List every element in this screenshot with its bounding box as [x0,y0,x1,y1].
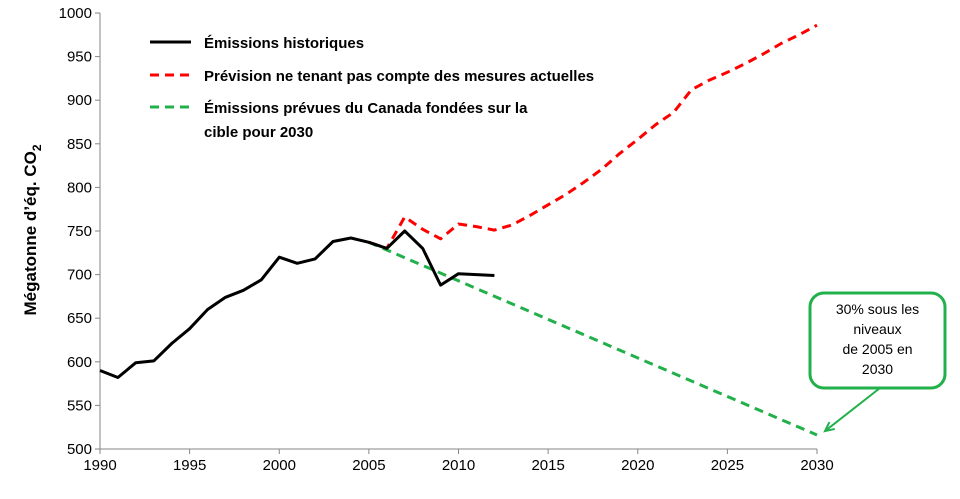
y-tick-label: 500 [67,441,92,458]
tick-labels: 500 550 600 650 700 750 800 850 900 950 1000 1990 19… [59,5,834,474]
legend-label: Émissions historiques [204,35,364,52]
legend-label: Prévision ne tenant pas compte des mesur… [204,68,594,85]
y-tick-label: 900 [67,92,92,109]
callout-arrow [824,387,881,432]
callout-text: 2030 [862,361,893,377]
callout-text: niveaux [853,321,901,337]
y-tick-label: 650 [67,310,92,327]
x-tick-label: 1990 [83,457,116,474]
forecast-without-measures-line [368,23,818,250]
y-tick-label: 1000 [59,5,92,22]
y-tick-label: 700 [67,267,92,284]
series-lines [99,23,818,437]
y-tick-label: 850 [67,136,92,153]
legend-label: Émissions prévues du Canada fondées sur … [204,100,528,117]
callout-box [808,291,947,390]
callout: 30% sous les niveaux de 2005 en 2030 [808,291,947,433]
axes [95,12,818,454]
callout-text: de 2005 en [842,341,912,357]
y-axis-label: Mégatonne d’éq. CO2 [21,144,44,315]
callout-arrowhead [823,421,835,433]
x-tick-label: 2000 [263,457,296,474]
x-tick-label: 2025 [711,457,744,474]
x-tick-label: 2010 [442,457,475,474]
legend: Émissions historiques Prévision ne tenant… [150,35,594,141]
y-tick-label: 750 [67,223,92,240]
target-2030-line [368,240,818,437]
y-tick-label: 950 [67,49,92,66]
x-tick-label: 2030 [800,457,833,474]
historical-emissions-line [99,229,495,379]
legend-label: cible pour 2030 [204,124,313,141]
x-tick-label: 2005 [352,457,385,474]
y-tick-label: 600 [67,354,92,371]
y-tick-label: 800 [67,179,92,196]
x-tick-label: 1995 [173,457,206,474]
y-tick-label: 550 [67,397,92,414]
callout-text: 30% sous les [836,301,919,317]
x-tick-label: 2015 [531,457,564,474]
x-tick-label: 2020 [621,457,654,474]
